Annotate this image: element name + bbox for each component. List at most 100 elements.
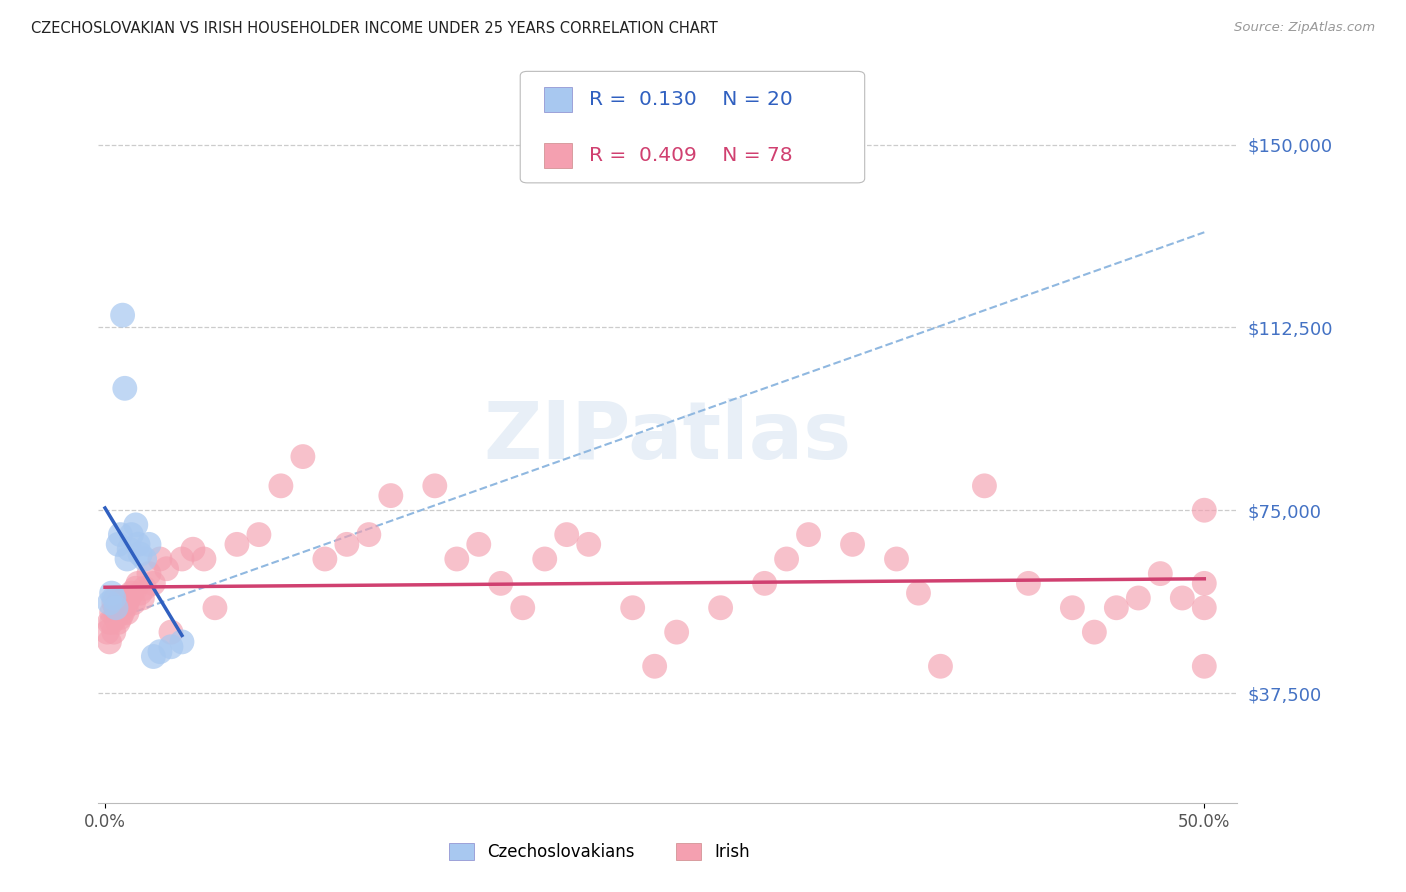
Point (1194, 503, 1216, 517)
Point (100, 615, 122, 630)
Point (1017, 576, 1039, 591)
Text: CZECHOSLOVAKIAN VS IRISH HOUSEHOLDER INCOME UNDER 25 YEARS CORRELATION CHART: CZECHOSLOVAKIAN VS IRISH HOUSEHOLDER INC… (31, 21, 717, 36)
Point (1083, 625, 1105, 640)
Point (103, 591, 125, 605)
Point (127, 576, 149, 591)
Point (118, 591, 141, 605)
Point (134, 581, 156, 595)
Point (775, 552, 797, 566)
Point (96, 625, 118, 640)
Point (142, 576, 165, 591)
Point (138, 537, 160, 551)
Point (125, 581, 148, 595)
Point (973, 479, 995, 493)
Point (357, 527, 380, 541)
Point (621, 600, 644, 615)
Point (120, 586, 142, 600)
Point (122, 596, 145, 610)
Point (105, 600, 128, 615)
Point (111, 596, 134, 610)
Point (115, 596, 138, 610)
Point (1128, 591, 1150, 605)
Point (489, 576, 512, 591)
Point (533, 552, 555, 566)
Point (110, 591, 132, 605)
Point (797, 527, 820, 541)
Point (314, 552, 336, 566)
Point (129, 586, 152, 600)
Point (1194, 600, 1216, 615)
Point (107, 615, 129, 630)
Point (98, 635, 121, 649)
Point (1194, 659, 1216, 673)
Point (291, 450, 314, 464)
Point (170, 635, 193, 649)
Point (110, 600, 132, 615)
Point (111, 606, 134, 620)
Point (170, 552, 193, 566)
Point (114, 381, 136, 395)
Point (107, 537, 129, 551)
Point (423, 479, 446, 493)
Point (1171, 591, 1194, 605)
Point (110, 610, 132, 624)
Point (841, 537, 863, 551)
Point (100, 606, 122, 620)
Point (100, 586, 122, 600)
Point (134, 552, 156, 566)
Point (1105, 600, 1128, 615)
Point (114, 600, 136, 615)
Point (149, 645, 172, 659)
Point (103, 625, 125, 640)
Point (270, 479, 292, 493)
Point (98, 615, 121, 630)
Point (193, 552, 215, 566)
Point (886, 552, 908, 566)
Point (336, 537, 359, 551)
Text: R =  0.409    N = 78: R = 0.409 N = 78 (589, 145, 793, 165)
Point (105, 600, 128, 615)
Point (204, 600, 226, 615)
Point (127, 537, 149, 551)
Point (181, 542, 204, 557)
Point (98, 596, 121, 610)
Point (115, 552, 138, 566)
Point (129, 547, 152, 561)
Point (665, 625, 688, 640)
Point (644, 659, 666, 673)
Point (114, 591, 136, 605)
Point (247, 527, 270, 541)
Point (125, 517, 148, 532)
Point (110, 527, 132, 541)
Point (131, 591, 153, 605)
Point (512, 600, 534, 615)
Point (468, 537, 491, 551)
Point (142, 649, 165, 664)
Point (111, 308, 134, 322)
Legend: Czechoslovakians, Irish: Czechoslovakians, Irish (441, 836, 756, 868)
Point (1194, 576, 1216, 591)
Point (226, 537, 249, 551)
Point (446, 552, 468, 566)
Point (105, 610, 128, 624)
Point (555, 527, 578, 541)
Point (160, 625, 183, 640)
Point (118, 542, 141, 557)
Point (710, 600, 733, 615)
Point (907, 586, 929, 600)
Point (1149, 566, 1171, 581)
Point (754, 576, 776, 591)
Point (160, 640, 183, 654)
Point (103, 596, 125, 610)
Text: Source: ZipAtlas.com: Source: ZipAtlas.com (1234, 21, 1375, 34)
Point (929, 659, 952, 673)
Point (1062, 600, 1084, 615)
Point (138, 566, 160, 581)
Point (107, 606, 129, 620)
Text: ZIPatlas: ZIPatlas (484, 398, 852, 476)
Point (155, 562, 177, 576)
Point (120, 527, 142, 541)
Point (105, 591, 128, 605)
Point (380, 489, 402, 503)
Point (149, 552, 172, 566)
